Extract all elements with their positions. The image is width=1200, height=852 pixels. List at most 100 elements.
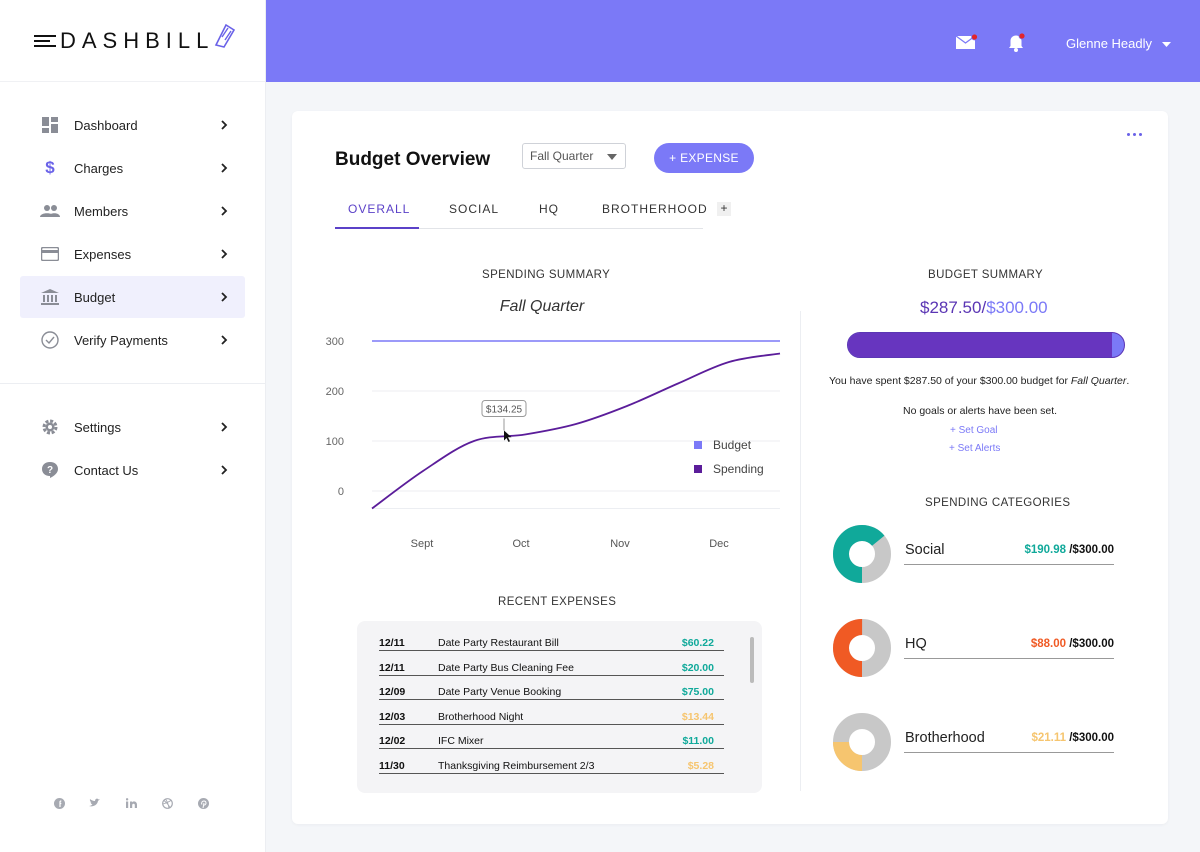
dribbble-icon[interactable] xyxy=(160,796,174,810)
add-expense-button[interactable]: + EXPENSE xyxy=(654,143,754,173)
category-name: Brotherhood xyxy=(905,730,985,746)
x-tick-label: Oct xyxy=(512,538,529,550)
scrollbar[interactable] xyxy=(750,637,754,683)
cursor-icon xyxy=(504,430,512,442)
expense-name: Date Party Bus Cleaning Fee xyxy=(438,661,574,674)
sidebar-item-dashboard[interactable]: Dashboard xyxy=(20,104,245,146)
tooltip-box xyxy=(481,400,527,417)
set-alerts-link[interactable]: + Set Alerts xyxy=(949,443,1001,454)
category-underline xyxy=(904,752,1114,753)
tab-overall[interactable]: OVERALL xyxy=(348,202,411,216)
expense-amount: $13.44 xyxy=(681,710,714,723)
expense-amount: $11.00 xyxy=(682,735,714,747)
sidebar-divider xyxy=(0,383,265,384)
logo[interactable]: DASHBILL xyxy=(0,0,265,82)
category-donut xyxy=(833,525,891,583)
tab-hq[interactable]: HQ xyxy=(539,202,559,216)
sidebar-item-label: Budget xyxy=(74,289,116,305)
category-donut xyxy=(833,713,891,771)
category-brotherhood[interactable]: Brotherhood $21.11 /$300.00 xyxy=(832,712,1122,776)
sidebar: DASHBILL Dashboard $ Charges Members xyxy=(0,0,266,852)
tab-social[interactable]: SOCIAL xyxy=(449,202,500,216)
period-select-value: Fall Quarter xyxy=(530,149,594,163)
spending-line-chart: Fall Quarter 0 100 200 300 Sept Oct Nov Dec $1… xyxy=(326,298,781,550)
expense-row[interactable]: 11/30 Thanksgiving Reimbursement 2/3 $5.28 xyxy=(379,752,724,774)
logo-mark-icon xyxy=(215,23,236,48)
chevron-right-icon xyxy=(217,120,231,130)
donut-value xyxy=(833,713,891,771)
tooltip-label: $134.25 xyxy=(486,405,523,416)
expense-amount: $20.00 xyxy=(681,661,714,674)
period-select[interactable]: Fall Quarter xyxy=(522,143,626,169)
svg-text:?: ? xyxy=(47,465,53,476)
chevron-right-icon xyxy=(217,292,231,302)
dollar-icon: $ xyxy=(45,158,55,177)
category-social[interactable]: Social $190.98 /$300.00 xyxy=(832,524,1122,588)
check-circle-icon xyxy=(40,330,60,350)
expense-row[interactable]: 12/02 IFC Mixer $11.00 xyxy=(379,727,724,749)
sidebar-item-verify-payments[interactable]: Verify Payments xyxy=(20,319,245,361)
sidebar-item-charges[interactable]: $ Charges xyxy=(20,147,245,189)
caret-down-icon xyxy=(1162,36,1171,51)
chevron-right-icon xyxy=(217,335,231,345)
chart-legend: Budget Spending xyxy=(694,438,764,476)
dashboard-icon xyxy=(40,115,60,135)
sidebar-item-label: Dashboard xyxy=(74,117,138,133)
bell-icon[interactable] xyxy=(1007,32,1029,58)
tab-brotherhood[interactable]: BROTHERHOOD xyxy=(602,202,708,216)
category-hq[interactable]: HQ $88.00 /$300.00 xyxy=(832,618,1122,682)
budget-separator: / xyxy=(981,298,987,317)
user-name: Glenne Headly xyxy=(1066,36,1152,51)
topbar: Glenne Headly xyxy=(266,0,1200,82)
page-title: Budget Overview xyxy=(335,149,491,170)
budget-note-period: Fall Quarter xyxy=(1070,375,1127,387)
x-tick-label: Nov xyxy=(610,538,630,550)
pinterest-icon[interactable] xyxy=(196,796,210,810)
expense-date: 12/02 xyxy=(379,735,406,747)
sidebar-item-label: Verify Payments xyxy=(74,332,168,348)
expense-row[interactable]: 12/11 Date Party Bus Cleaning Fee $20.00 xyxy=(379,654,724,676)
user-menu[interactable]: Glenne Headly xyxy=(1066,36,1171,51)
sidebar-item-members[interactable]: Members xyxy=(20,190,245,232)
sidebar-item-label: Expenses xyxy=(74,246,132,262)
category-amount: $21.11 /$300.00 xyxy=(1031,732,1114,744)
expense-name: IFC Mixer xyxy=(438,735,484,747)
expense-date: 11/30 xyxy=(379,759,405,772)
category-name: HQ xyxy=(905,636,927,652)
twitter-icon[interactable] xyxy=(88,796,102,810)
tab-active-indicator xyxy=(335,227,419,229)
recent-expenses-list[interactable]: 12/11 Date Party Restaurant Bill $60.22 12/… xyxy=(357,621,762,793)
expense-name: Thanksgiving Reimbursement 2/3 xyxy=(438,759,595,772)
sidebar-item-settings[interactable]: Settings xyxy=(20,406,245,448)
x-tick-label: Sept xyxy=(411,538,434,550)
logo-lines xyxy=(34,34,56,47)
logo-text: DASHBILL xyxy=(60,27,215,53)
sidebar-item-label: Contact Us xyxy=(74,462,139,478)
spending-summary-title: SPENDING SUMMARY xyxy=(482,269,611,281)
linkedin-icon[interactable] xyxy=(124,796,138,810)
y-tick-label: 200 xyxy=(326,386,344,398)
help-icon: ? xyxy=(40,460,60,480)
expense-row[interactable]: 12/03 Brotherhood Night $13.44 xyxy=(379,703,724,725)
donut-value xyxy=(833,525,891,583)
mail-icon[interactable] xyxy=(955,33,978,55)
y-tick-label: 300 xyxy=(326,336,344,348)
sidebar-item-label: Settings xyxy=(74,419,121,435)
expense-row[interactable]: 12/09 Date Party Venue Booking $75.00 xyxy=(379,678,724,700)
y-tick-label: 100 xyxy=(326,436,344,448)
sidebar-item-label: Members xyxy=(74,203,129,219)
add-tab-button[interactable]: + xyxy=(717,202,731,216)
facebook-icon[interactable] xyxy=(52,796,66,810)
section-divider xyxy=(800,311,801,791)
expense-amount: $75.00 xyxy=(681,686,714,698)
sidebar-item-budget[interactable]: Budget xyxy=(20,276,245,318)
gear-icon xyxy=(40,417,60,437)
budget-summary-title: BUDGET SUMMARY xyxy=(928,269,1044,281)
sidebar-item-expenses[interactable]: Expenses xyxy=(20,233,245,275)
sidebar-item-contact-us[interactable]: ? Contact Us xyxy=(20,449,245,491)
expense-name: Brotherhood Night xyxy=(438,710,524,723)
budget-card: Budget Overview Fall Quarter + EXPENSE O… xyxy=(292,111,1168,824)
set-goal-link[interactable]: + Set Goal xyxy=(950,425,998,436)
more-options-icon[interactable] xyxy=(1127,133,1142,136)
expense-row[interactable]: 12/11 Date Party Restaurant Bill $60.22 xyxy=(379,629,724,651)
